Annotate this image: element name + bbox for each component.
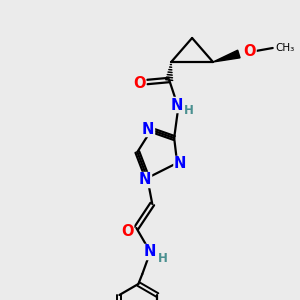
Text: N: N (144, 244, 157, 260)
Text: O: O (244, 44, 256, 59)
Polygon shape (213, 50, 240, 62)
Text: H: H (158, 251, 168, 265)
Text: N: N (171, 98, 183, 112)
Text: H: H (184, 104, 194, 118)
Text: N: N (174, 157, 186, 172)
Text: CH₃: CH₃ (276, 43, 295, 53)
Text: O: O (133, 76, 145, 92)
Text: O: O (121, 224, 134, 239)
Text: N: N (142, 122, 154, 136)
Text: N: N (139, 172, 152, 188)
